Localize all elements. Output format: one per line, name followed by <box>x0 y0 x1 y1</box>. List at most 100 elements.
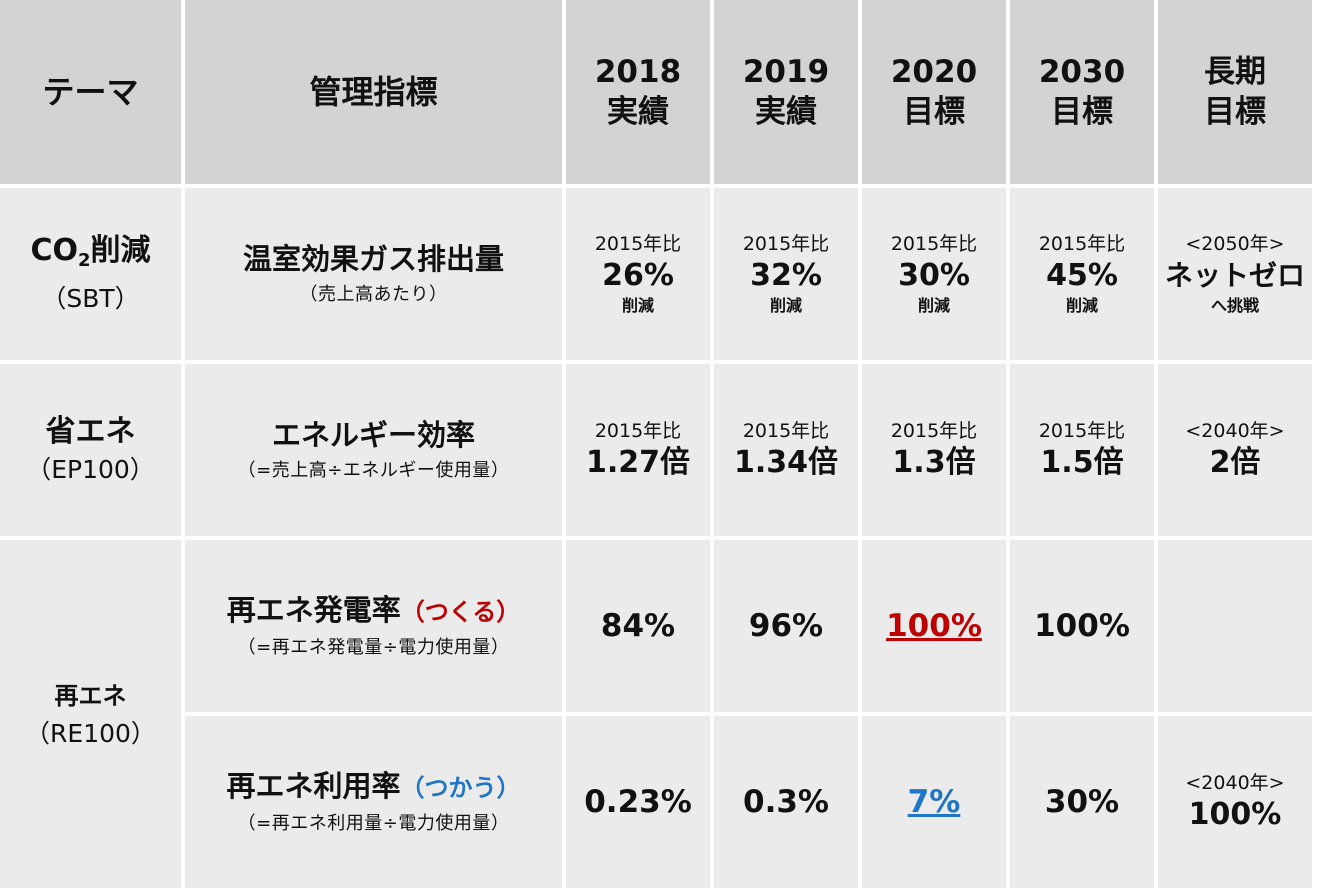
energy-metric: エネルギー効率 （=売上高÷エネルギー使用量） <box>185 364 562 536</box>
generation-metric-label: 再エネ発電率 <box>226 593 401 627</box>
co2-long-term: <2050年> ネットゼロ へ挑戦 <box>1158 188 1312 360</box>
cell-value: 1.34倍 <box>733 445 839 480</box>
generation-2030: 100% <box>1010 540 1154 712</box>
usage-long-term: <2040年> 100% <box>1158 716 1312 888</box>
energy-2020: 2015年比 1.3倍 <box>862 364 1006 536</box>
energy-theme: 省エネ （EP100） <box>0 364 181 536</box>
energy-2018: 2015年比 1.27倍 <box>566 364 710 536</box>
generation-2020: 100% <box>862 540 1006 712</box>
cell-value: 0.3% <box>743 784 829 820</box>
header-2019: 2019 実績 <box>714 0 858 184</box>
header-year: 2030 <box>1038 54 1126 90</box>
usage-2018: 0.23% <box>566 716 710 888</box>
co2-theme-title: CO2削減 <box>0 231 181 281</box>
usage-metric-label: 再エネ利用率 <box>226 769 401 803</box>
co2-row: CO2削減 （SBT） 温室効果ガス排出量 （売上高あたり） 2015年比 26… <box>0 188 1312 360</box>
header-year-label: 実績 <box>607 94 669 130</box>
header-long-term-line2: 目標 <box>1204 94 1266 130</box>
long-term-value: ネットゼロ <box>1164 259 1305 292</box>
header-year: 2019 <box>742 54 830 90</box>
renewable-theme-title: 再エネ <box>54 682 127 710</box>
long-term-year: <2040年> <box>1185 772 1285 794</box>
generation-long-term <box>1158 540 1312 712</box>
cell-unit: 削減 <box>621 296 654 315</box>
header-2020: 2020 目標 <box>862 0 1006 184</box>
cell-base: 2015年比 <box>890 233 978 255</box>
cell-value: 100% <box>1034 608 1130 644</box>
generation-tag: （つくる） <box>400 598 521 626</box>
energy-2019: 2015年比 1.34倍 <box>714 364 858 536</box>
energy-theme-title: 省エネ <box>45 414 136 449</box>
co2-2020: 2015年比 30% 削減 <box>862 188 1006 360</box>
cell-value: 30% <box>898 258 970 293</box>
cell-value-highlight: 100% <box>886 608 982 644</box>
cell-value: 1.27倍 <box>585 445 691 480</box>
cell-unit: 削減 <box>917 296 950 315</box>
header-long-term-line1: 長期 <box>1204 54 1266 90</box>
co2-subscript: 2 <box>78 250 91 271</box>
energy-theme-note: （EP100） <box>26 455 155 484</box>
header-year-label: 目標 <box>903 94 965 130</box>
generation-metric: 再エネ発電率（つくる） （=再エネ発電量÷電力使用量） <box>185 540 562 712</box>
co2-prefix: CO <box>30 233 78 268</box>
cell-value: 30% <box>1044 784 1120 820</box>
generation-metric-title: 再エネ発電率（つくる） <box>185 589 562 633</box>
long-term-year: <2040年> <box>1185 420 1285 442</box>
long-term-year: <2050年> <box>1185 233 1285 255</box>
cell-value: 96% <box>748 608 824 644</box>
header-long-term: 長期 目標 <box>1158 0 1312 184</box>
energy-2030: 2015年比 1.5倍 <box>1010 364 1154 536</box>
cell-base: 2015年比 <box>742 420 830 442</box>
usage-metric-title: 再エネ利用率（つかう） <box>185 765 562 809</box>
renewable-usage-row: 再エネ利用率（つかう） （=再エネ利用量÷電力使用量） 0.23% 0.3% 7… <box>0 716 1312 888</box>
long-term-value: 2倍 <box>1209 445 1261 480</box>
header-theme: テーマ <box>0 0 181 184</box>
cell-unit: 削減 <box>769 296 802 315</box>
co2-theme-note: （SBT） <box>41 284 140 313</box>
cell-base: 2015年比 <box>890 420 978 442</box>
renewable-generation-row: 再エネ （RE100） 再エネ発電率（つくる） （=再エネ発電量÷電力使用量） … <box>0 540 1312 888</box>
energy-long-term: <2040年> 2倍 <box>1158 364 1312 536</box>
co2-metric-title: 温室効果ガス排出量 <box>242 242 504 276</box>
cell-base: 2015年比 <box>1038 233 1126 255</box>
header-metric-label: 管理指標 <box>309 73 438 111</box>
cell-unit: 削減 <box>1065 296 1098 315</box>
renewable-theme-note: （RE100） <box>25 719 156 748</box>
usage-tag: （つかう） <box>400 774 521 802</box>
co2-theme: CO2削減 （SBT） <box>0 188 181 360</box>
cell-value: 1.3倍 <box>892 445 976 480</box>
header-metric: 管理指標 <box>185 0 562 184</box>
renewable-theme: 再エネ （RE100） <box>0 540 181 888</box>
energy-metric-note: （=売上高÷エネルギー使用量） <box>237 460 510 481</box>
usage-metric: 再エネ利用率（つかう） （=再エネ利用量÷電力使用量） <box>185 716 562 888</box>
header-year-label: 目標 <box>1051 94 1113 130</box>
generation-2019: 96% <box>714 540 858 712</box>
usage-2020: 7% <box>862 716 1006 888</box>
generation-metric-note: （=再エネ発電量÷電力使用量） <box>237 637 510 658</box>
co2-metric-note: （売上高あたり） <box>299 284 448 305</box>
co2-metric: 温室効果ガス排出量 （売上高あたり） <box>185 188 562 360</box>
long-term-note: へ挑戦 <box>1210 296 1259 315</box>
co2-2019: 2015年比 32% 削減 <box>714 188 858 360</box>
cell-value: 26% <box>602 258 674 293</box>
co2-2030: 2015年比 45% 削減 <box>1010 188 1154 360</box>
header-year: 2018 <box>594 54 682 90</box>
cell-base: 2015年比 <box>594 420 682 442</box>
header-theme-label: テーマ <box>42 73 139 111</box>
header-2018: 2018 実績 <box>566 0 710 184</box>
cell-value: 45% <box>1046 258 1118 293</box>
energy-metric-title: エネルギー効率 <box>271 418 475 452</box>
usage-2019: 0.3% <box>714 716 858 888</box>
co2-2018: 2015年比 26% 削減 <box>566 188 710 360</box>
cell-value-highlight: 7% <box>907 784 961 820</box>
header-year: 2020 <box>890 54 978 90</box>
co2-suffix: 削減 <box>90 233 151 268</box>
header-row: テーマ 管理指標 2018 実績 2019 実績 2020 目標 2030 目標… <box>0 0 1312 184</box>
cell-value: 0.23% <box>584 784 692 820</box>
cell-base: 2015年比 <box>594 233 682 255</box>
usage-metric-note: （=再エネ利用量÷電力使用量） <box>237 813 510 834</box>
energy-row: 省エネ （EP100） エネルギー効率 （=売上高÷エネルギー使用量） 2015… <box>0 364 1312 536</box>
cell-value: 32% <box>750 258 822 293</box>
usage-2030: 30% <box>1010 716 1154 888</box>
